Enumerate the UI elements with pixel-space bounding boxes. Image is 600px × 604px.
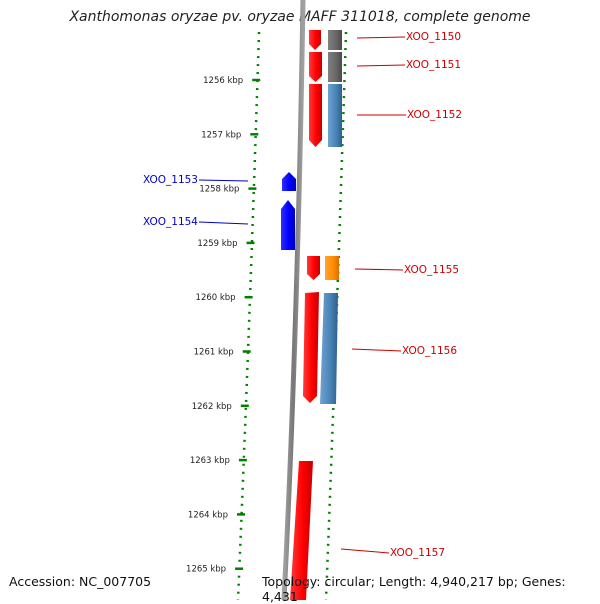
label-XOO_1156[interactable]: XOO_1156 bbox=[402, 345, 457, 357]
leader-XOO_1156 bbox=[351, 348, 402, 352]
gene-arrow bbox=[309, 52, 322, 82]
gene-XOO_1151[interactable] bbox=[309, 52, 342, 82]
axis-tick-label: 1263 kbp bbox=[190, 456, 230, 466]
gene-arrow bbox=[290, 461, 313, 600]
label-XOO_1155[interactable]: XOO_1155 bbox=[404, 264, 459, 276]
genome-backbone bbox=[281, 0, 306, 600]
axis-tick-label: 1259 kbp bbox=[197, 239, 237, 249]
axis-tick-label: 1257 kbp bbox=[201, 130, 241, 140]
label-XOO_1153[interactable]: XOO_1153 bbox=[143, 174, 198, 186]
cds-feature bbox=[325, 256, 339, 280]
label-XOO_1154[interactable]: XOO_1154 bbox=[143, 216, 198, 228]
cds-feature bbox=[328, 30, 342, 50]
gene-XOO_1156[interactable] bbox=[303, 292, 338, 404]
axis-tick-label: 1258 kbp bbox=[199, 185, 239, 195]
label-XOO_1151[interactable]: XOO_1151 bbox=[406, 59, 461, 71]
gene-arrow bbox=[282, 172, 296, 191]
leader-XOO_1155 bbox=[354, 268, 404, 271]
leader-XOO_1150 bbox=[356, 36, 406, 39]
gene-arrow bbox=[303, 292, 319, 403]
cds-feature bbox=[328, 84, 342, 147]
gene-XOO_1153[interactable] bbox=[282, 172, 296, 191]
axis-tick-label: 1265 kbp bbox=[186, 565, 226, 575]
axis-tick-label: 1261 kbp bbox=[194, 348, 234, 358]
gene-arrow bbox=[309, 30, 321, 50]
gene-arrow bbox=[309, 84, 322, 147]
axis-tick-label: 1262 kbp bbox=[192, 402, 232, 412]
label-XOO_1157[interactable]: XOO_1157 bbox=[390, 547, 445, 559]
right-dotted-guide bbox=[324, 31, 348, 600]
gene-XOO_1154[interactable] bbox=[281, 200, 295, 250]
axis-tick-label: 1260 kbp bbox=[196, 293, 236, 303]
left-dotted-guide bbox=[236, 31, 261, 600]
leader-XOO_1157 bbox=[340, 548, 390, 554]
leader-XOO_1153 bbox=[198, 179, 249, 182]
cds-feature bbox=[328, 52, 342, 82]
axis-tick-label: 1256 kbp bbox=[203, 76, 243, 86]
gene-XOO_1152[interactable] bbox=[309, 84, 342, 147]
label-XOO_1150[interactable]: XOO_1150 bbox=[406, 31, 461, 43]
axis-tick-label: 1264 kbp bbox=[188, 510, 228, 520]
leader-XOO_1154 bbox=[198, 221, 249, 225]
gene-XOO_1157[interactable] bbox=[290, 461, 313, 600]
gene-arrow bbox=[307, 256, 320, 280]
gene-XOO_1155[interactable] bbox=[307, 256, 339, 280]
gene-arrow bbox=[281, 200, 295, 250]
gene-XOO_1150[interactable] bbox=[309, 30, 342, 50]
label-XOO_1152[interactable]: XOO_1152 bbox=[407, 109, 462, 121]
leader-XOO_1151 bbox=[356, 64, 406, 67]
accession-label: Accession: NC_007705 bbox=[9, 574, 152, 589]
genome-title: Xanthomonas oryzae pv. oryzae MAFF 31101… bbox=[69, 9, 531, 25]
cds-feature bbox=[320, 293, 338, 404]
